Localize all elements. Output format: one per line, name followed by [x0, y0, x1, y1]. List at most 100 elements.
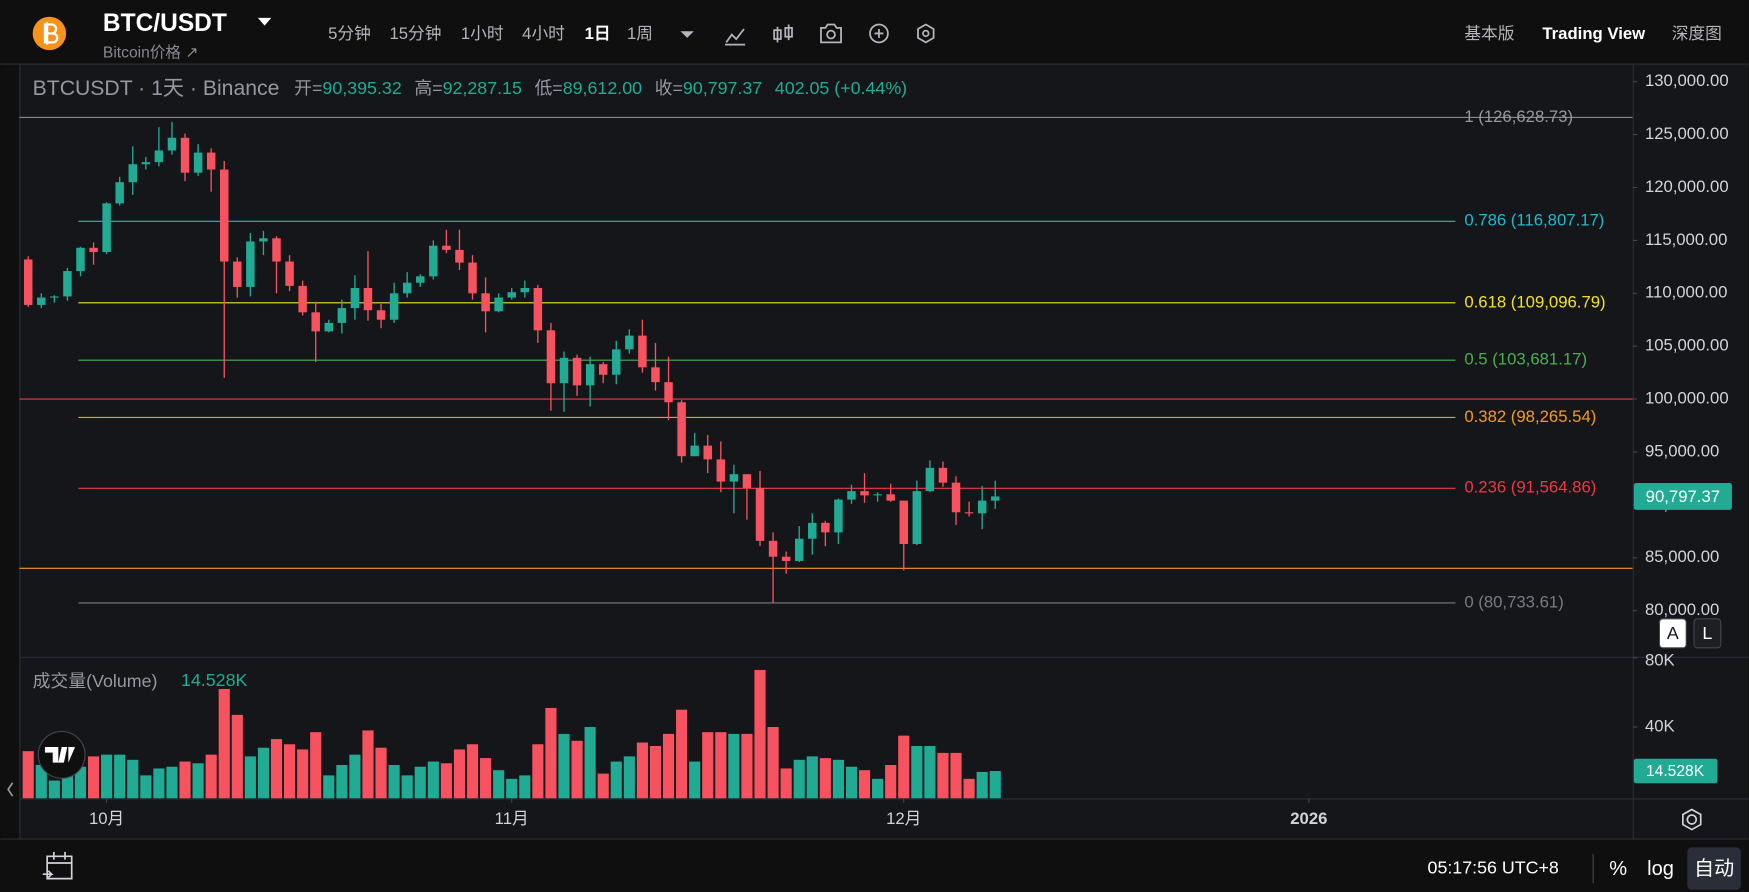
- candle-body: [520, 288, 530, 293]
- volume-bar: [989, 771, 1001, 799]
- footer-button[interactable]: 自动: [1694, 857, 1734, 880]
- interval-button[interactable]: 1小时: [461, 24, 504, 43]
- candle-body: [572, 357, 582, 386]
- volume-bar: [48, 780, 60, 799]
- volume-bar: [741, 733, 753, 799]
- candle-body: [638, 335, 647, 368]
- candle-body: [925, 467, 935, 492]
- y-tick-label: 115,000.00: [1645, 230, 1727, 249]
- symbol-dropdown[interactable]: [257, 17, 272, 26]
- interval-button[interactable]: 5分钟: [328, 24, 371, 43]
- candle-body: [651, 367, 660, 383]
- legend-title: BTCUSDT · 1天 · Binance: [33, 77, 280, 100]
- scale-button[interactable]: [1658, 618, 1687, 649]
- volume-bar: [728, 733, 740, 799]
- clock[interactable]: 05:17:56 UTC+8: [1428, 857, 1559, 877]
- interval-button[interactable]: 1日: [585, 24, 611, 43]
- scale-button-label[interactable]: A: [1667, 623, 1679, 643]
- volume-bar: [636, 742, 648, 799]
- fib-label: 0.786 (116,807.17): [1464, 211, 1604, 230]
- candle-body: [742, 474, 752, 488]
- subtitle[interactable]: Bitcoin价格 ↗: [103, 44, 199, 62]
- camera-icon[interactable]: [820, 23, 842, 44]
- candle-body: [821, 522, 830, 533]
- view-button[interactable]: 基本版: [1464, 24, 1514, 43]
- y-tick-label: 125,000.00: [1645, 124, 1729, 143]
- chart-type-icon[interactable]: [773, 24, 793, 43]
- legend: BTCUSDT · 1天 · Binance 开=90,395.32 高=92,…: [33, 77, 907, 100]
- y-tick-label: 130,000.00: [1645, 71, 1729, 90]
- interval-button[interactable]: 1周: [627, 24, 653, 43]
- volume-bar: [231, 714, 243, 799]
- axis-settings-dot: [1686, 814, 1698, 825]
- candle-body: [455, 249, 464, 263]
- axis-settings-icon[interactable]: [1682, 808, 1702, 831]
- candle-body: [376, 310, 386, 320]
- candle-body: [794, 538, 804, 561]
- legend-close-label: 收=: [655, 78, 683, 98]
- volume-bar: [401, 775, 413, 799]
- interval-button[interactable]: 4小时: [522, 24, 565, 43]
- candle-body: [246, 241, 255, 287]
- candle-body: [481, 293, 490, 312]
- volume-bar: [597, 773, 609, 799]
- footer-button-bg[interactable]: [1687, 847, 1741, 890]
- settings-icon[interactable]: [917, 23, 935, 44]
- volume-bar: [114, 754, 126, 799]
- fib-label: 0.236 (91,564.86): [1464, 478, 1596, 497]
- indicator-icon[interactable]: [725, 28, 746, 46]
- volume-label: 成交量(Volume): [33, 671, 158, 691]
- candle-body: [76, 247, 85, 272]
- add-icon[interactable]: [869, 23, 889, 44]
- interval-button[interactable]: 15分钟: [389, 24, 441, 43]
- scale-button-label[interactable]: L: [1702, 623, 1712, 643]
- fib-label: 0.382 (98,265.54): [1464, 407, 1596, 426]
- x-tick-label: 12月: [886, 809, 921, 828]
- volume-bar: [662, 733, 675, 799]
- candle-body: [729, 474, 739, 482]
- volume-bar: [218, 688, 230, 799]
- volume-bar: [192, 763, 204, 799]
- coin-glyph: [43, 22, 59, 45]
- footer-button[interactable]: %: [1609, 858, 1627, 880]
- y-tick-label: 85,000.00: [1645, 547, 1719, 566]
- volume-bar: [832, 759, 844, 799]
- interval-dropdown[interactable]: [680, 31, 694, 38]
- candle-body: [964, 512, 974, 514]
- candle-body: [912, 491, 922, 545]
- fib-label: 0 (80,733.61): [1464, 592, 1563, 611]
- candle-body: [154, 150, 164, 163]
- volume-bar: [127, 759, 139, 799]
- volume-bar: [676, 709, 688, 799]
- volume-bar: [270, 739, 283, 799]
- legend-open: 90,395.32: [322, 78, 401, 98]
- volume-bar: [885, 765, 897, 799]
- view-button[interactable]: Trading View: [1542, 24, 1646, 43]
- candle-body: [533, 288, 543, 331]
- footer-button[interactable]: log: [1647, 858, 1674, 880]
- collapse-arrow[interactable]: [7, 782, 14, 797]
- candle-body: [311, 312, 320, 332]
- view-button[interactable]: 深度图: [1672, 24, 1722, 43]
- candle-body: [102, 203, 111, 253]
- candle-body: [259, 238, 268, 242]
- candle-body: [206, 152, 216, 170]
- legend-low: 89,612.00: [563, 78, 642, 98]
- volume-bar: [937, 752, 949, 799]
- candle-body: [808, 522, 817, 539]
- volume-bar: [466, 744, 479, 799]
- volume-bar: [754, 669, 766, 799]
- volume-bar: [153, 768, 165, 799]
- scale-button[interactable]: [1693, 618, 1722, 649]
- candle-body: [716, 459, 726, 482]
- candle-body: [951, 482, 961, 513]
- candle-body: [63, 271, 72, 297]
- volume-bar: [453, 749, 466, 799]
- volume-value: 14.528K: [181, 670, 248, 690]
- chart-background: [19, 64, 1749, 839]
- symbol[interactable]: BTC/USDT: [103, 10, 227, 37]
- candle-body: [598, 364, 608, 375]
- date-range-icon[interactable]: [42, 851, 73, 880]
- candle-body: [324, 322, 334, 332]
